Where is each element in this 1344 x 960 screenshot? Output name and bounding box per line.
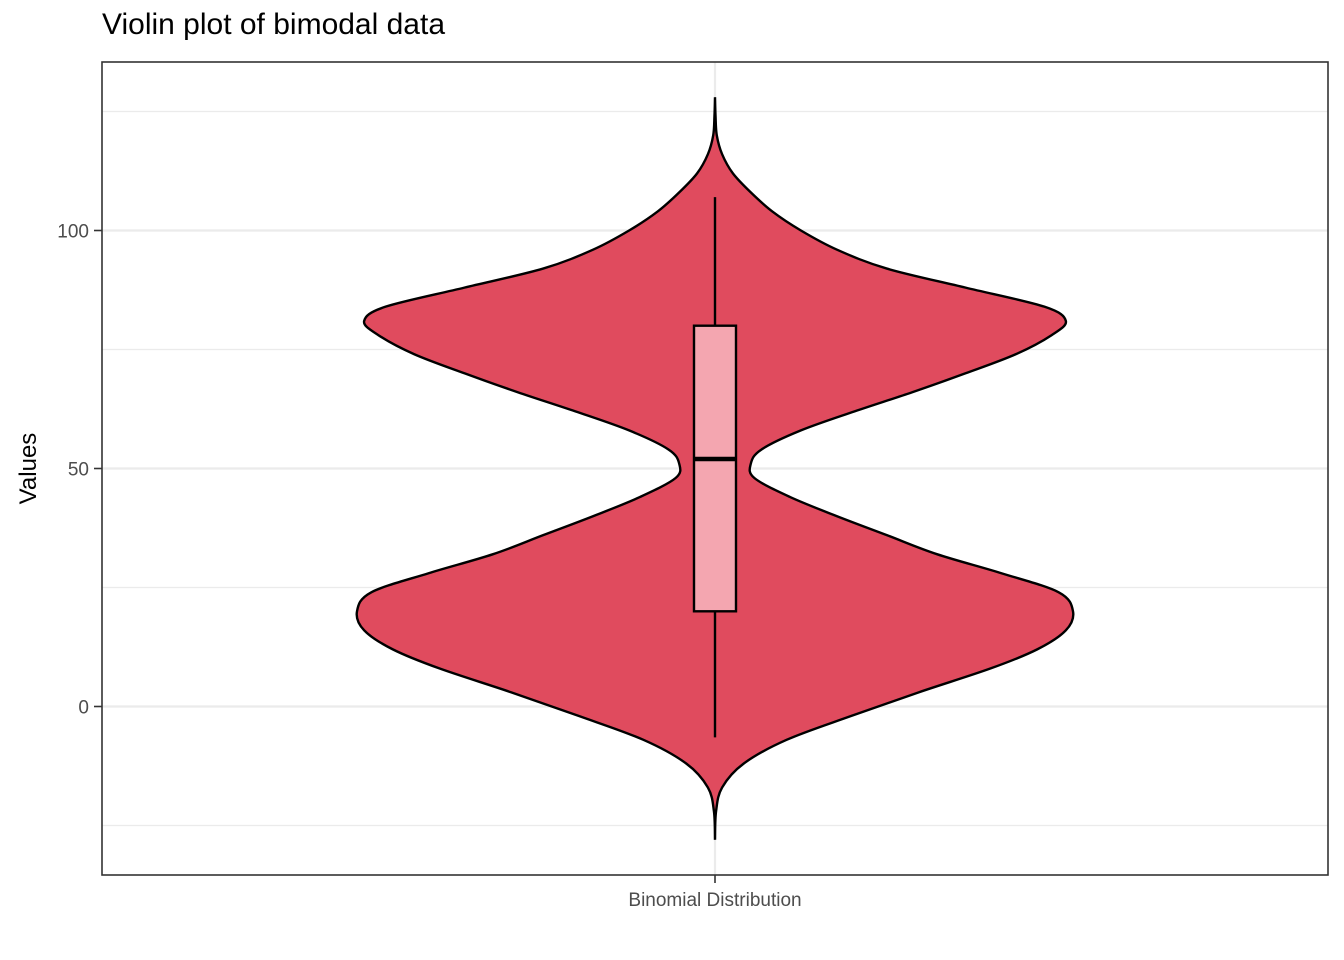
- x-tick-label: Binomial Distribution: [628, 890, 801, 911]
- y-axis-title: Values: [15, 433, 42, 505]
- y-axis-ticks: 0 50 100: [57, 222, 102, 718]
- chart-title: Violin plot of bimodal data: [102, 8, 446, 41]
- x-axis-ticks: Binomial Distribution: [628, 875, 802, 911]
- boxplot-box: [692, 324, 738, 613]
- y-tick-label: 100: [57, 222, 89, 243]
- y-tick-label: 50: [68, 460, 89, 481]
- y-tick-label: 0: [78, 697, 89, 718]
